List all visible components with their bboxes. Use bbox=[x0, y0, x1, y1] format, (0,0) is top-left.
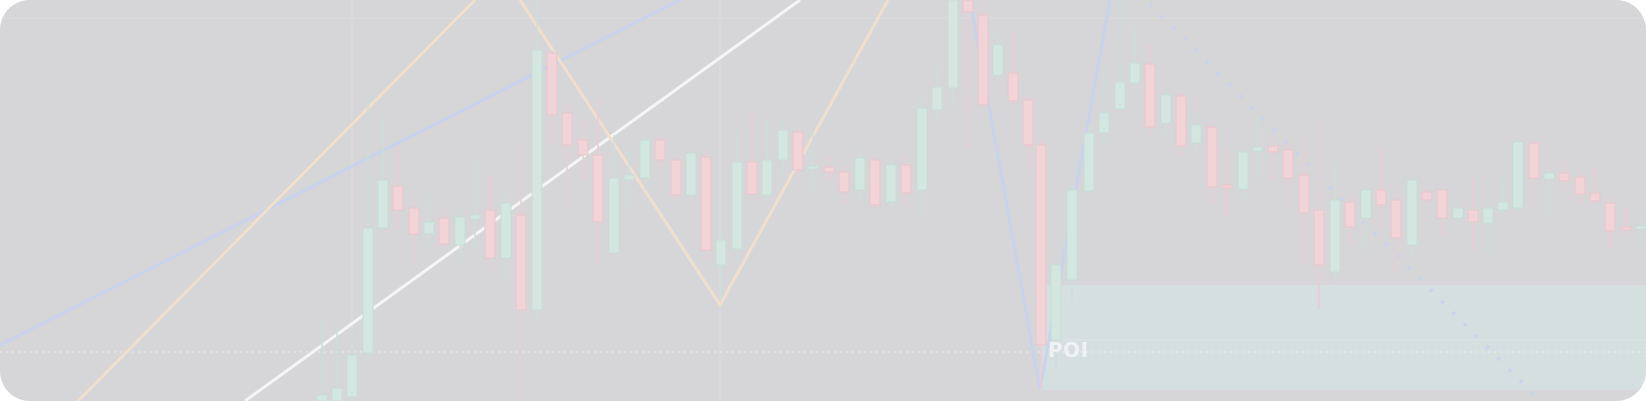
candle bbox=[331, 387, 343, 401]
candle bbox=[1467, 209, 1479, 223]
candle bbox=[746, 161, 758, 195]
trend-line bbox=[0, 0, 681, 347]
candle bbox=[438, 217, 450, 245]
candle bbox=[484, 209, 496, 259]
pattern-line bbox=[518, 0, 890, 308]
candle bbox=[1589, 192, 1601, 202]
pattern-line bbox=[968, 0, 1112, 391]
candle bbox=[1543, 172, 1555, 180]
candle bbox=[1282, 149, 1294, 179]
candle bbox=[670, 159, 682, 196]
candle bbox=[838, 171, 850, 193]
candle bbox=[377, 179, 389, 229]
candle bbox=[1620, 226, 1632, 231]
candle bbox=[362, 227, 374, 354]
candle bbox=[1035, 144, 1047, 346]
candle bbox=[639, 139, 651, 179]
candle bbox=[700, 156, 712, 251]
candle bbox=[608, 177, 620, 254]
candle bbox=[392, 185, 404, 211]
candle bbox=[823, 166, 835, 173]
candle bbox=[500, 202, 512, 259]
candle bbox=[561, 112, 573, 146]
candle bbox=[1528, 142, 1540, 179]
candle bbox=[1497, 201, 1509, 211]
candle bbox=[1221, 184, 1233, 189]
candle bbox=[1098, 112, 1110, 134]
candle bbox=[408, 207, 420, 235]
candle bbox=[1574, 176, 1586, 195]
candle bbox=[1206, 126, 1218, 188]
candle bbox=[1390, 199, 1402, 239]
poi-zone bbox=[1040, 285, 1646, 390]
candle bbox=[1298, 174, 1310, 214]
candle bbox=[992, 44, 1004, 76]
trend-line bbox=[244, 0, 801, 401]
candle bbox=[546, 52, 558, 116]
candle bbox=[685, 152, 697, 196]
candle bbox=[900, 164, 912, 194]
candle bbox=[1558, 172, 1570, 182]
candle bbox=[1175, 95, 1187, 147]
candle bbox=[792, 131, 804, 171]
candle bbox=[885, 164, 897, 203]
candle bbox=[577, 139, 589, 156]
candle bbox=[731, 161, 743, 250]
candle bbox=[1344, 201, 1356, 228]
candle bbox=[1360, 189, 1372, 219]
candle bbox=[1050, 264, 1062, 341]
candle bbox=[761, 159, 773, 196]
candle bbox=[346, 354, 358, 398]
candle bbox=[515, 214, 527, 311]
candle bbox=[869, 159, 881, 206]
candle bbox=[1452, 207, 1464, 219]
candle bbox=[1237, 151, 1249, 190]
candle bbox=[1329, 199, 1341, 273]
candle bbox=[1252, 146, 1264, 152]
candle bbox=[947, 0, 959, 89]
candles bbox=[316, 0, 1646, 401]
candle bbox=[454, 216, 466, 246]
candle bbox=[654, 139, 666, 161]
candle bbox=[977, 14, 989, 106]
candle bbox=[1007, 72, 1019, 102]
candle bbox=[1375, 189, 1387, 206]
candle bbox=[1083, 132, 1095, 192]
candle bbox=[1482, 207, 1494, 224]
candle bbox=[715, 239, 727, 266]
candle bbox=[423, 221, 435, 235]
candle bbox=[1190, 124, 1202, 144]
candle bbox=[916, 107, 928, 191]
candle bbox=[1144, 63, 1156, 128]
candle bbox=[1512, 141, 1524, 209]
candle bbox=[1022, 99, 1034, 146]
candle bbox=[931, 86, 943, 111]
candle bbox=[1421, 191, 1433, 201]
candle bbox=[1406, 179, 1418, 246]
zone-label: POI bbox=[1048, 338, 1089, 362]
candle bbox=[1313, 209, 1325, 266]
candle bbox=[854, 157, 866, 191]
candle bbox=[623, 174, 635, 181]
candle bbox=[1160, 94, 1172, 124]
candle bbox=[531, 49, 543, 311]
trend-line bbox=[76, 0, 477, 401]
candle bbox=[807, 165, 819, 170]
candle bbox=[962, 0, 974, 13]
candle bbox=[1604, 202, 1616, 232]
candle bbox=[1129, 62, 1141, 84]
candle bbox=[1635, 225, 1646, 230]
candle bbox=[316, 394, 328, 401]
candle bbox=[592, 154, 604, 223]
candle bbox=[1436, 189, 1448, 219]
candle bbox=[1267, 145, 1279, 153]
candle bbox=[469, 214, 481, 220]
candle bbox=[1114, 81, 1126, 110]
candle bbox=[777, 129, 789, 161]
candle bbox=[1066, 189, 1078, 281]
